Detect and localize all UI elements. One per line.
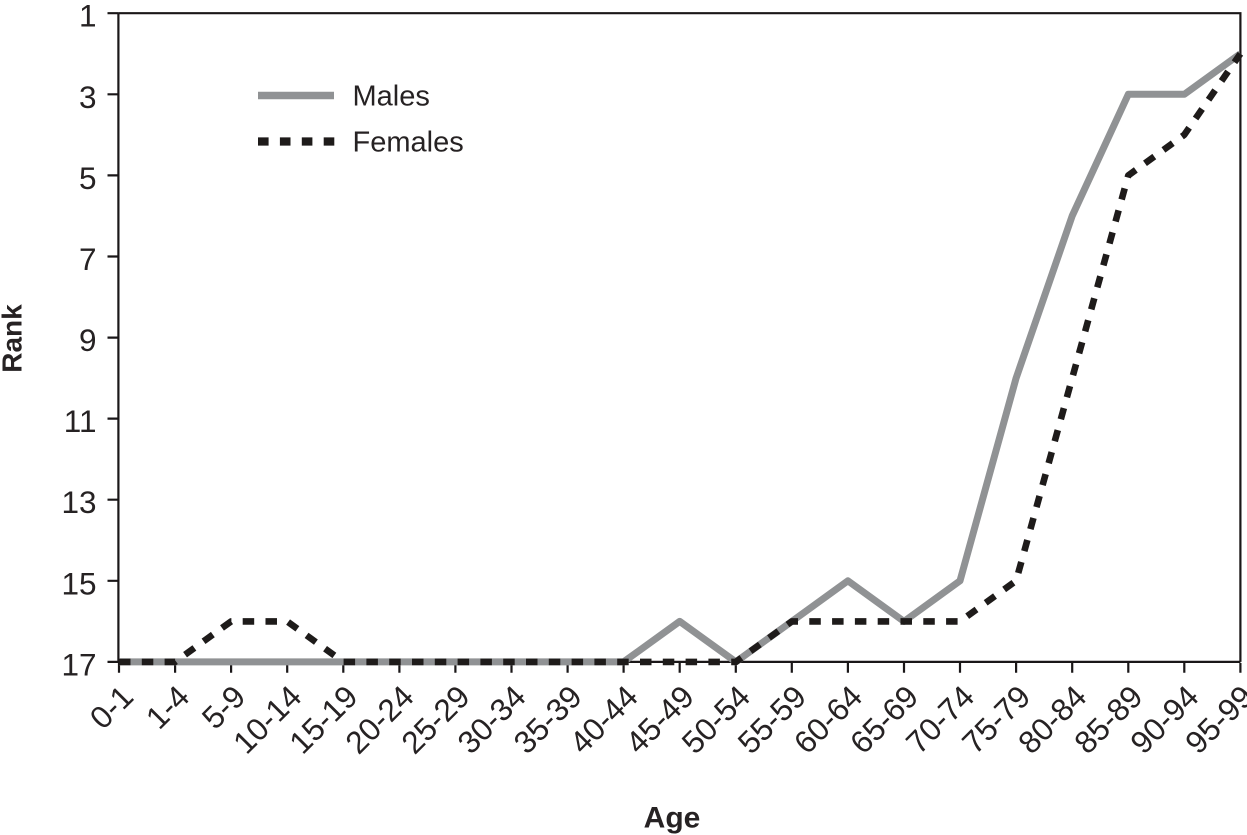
svg-text:Age: Age: [644, 802, 701, 835]
svg-text:11: 11: [64, 403, 97, 439]
svg-text:13: 13: [61, 484, 96, 520]
svg-text:5: 5: [79, 160, 97, 196]
svg-text:17: 17: [61, 646, 96, 682]
svg-text:15: 15: [61, 565, 96, 601]
svg-text:1: 1: [79, 0, 97, 34]
svg-text:3: 3: [79, 79, 97, 115]
svg-text:9: 9: [79, 322, 97, 358]
svg-text:7: 7: [79, 241, 97, 277]
svg-text:Males: Males: [353, 81, 430, 113]
svg-text:Females: Females: [353, 127, 464, 159]
svg-text:Rank: Rank: [0, 304, 28, 373]
